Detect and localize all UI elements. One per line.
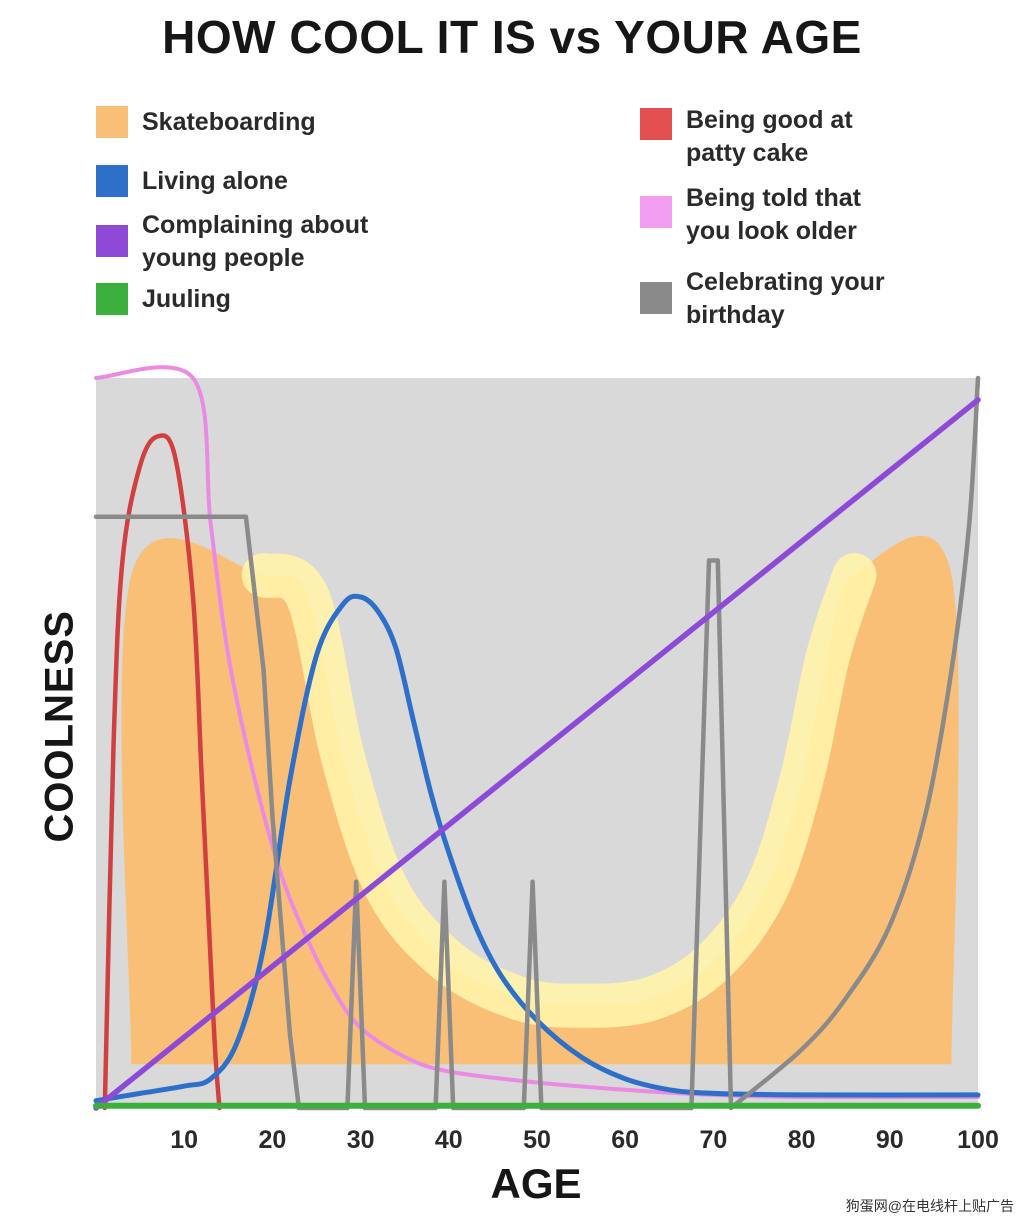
x-tick-label: 80: [788, 1126, 816, 1154]
x-tick-label: 90: [876, 1126, 904, 1154]
y-axis-label: COOLNESS: [37, 610, 82, 843]
legend-label: Being told that you look older: [686, 184, 861, 245]
x-tick-label: 60: [611, 1126, 639, 1154]
legend-label: Skateboarding: [142, 108, 316, 136]
legend-item-birthday: Celebrating your birthday: [640, 266, 885, 332]
legend-item-juuling: Juuling: [96, 283, 231, 316]
legend-swatch: [640, 196, 672, 228]
x-tick-label: 30: [347, 1126, 375, 1154]
legend-swatch: [96, 106, 128, 138]
legend-item-skateboarding: Skateboarding: [96, 106, 316, 139]
legend-label: Juuling: [142, 285, 231, 313]
x-tick-label: 100: [957, 1126, 999, 1154]
x-tick-label: 20: [258, 1126, 286, 1154]
x-tick-label: 10: [170, 1126, 198, 1154]
watermark: 狗蛋网@在电线杆上贴广告: [845, 1198, 1014, 1214]
legend-item-look-older: Being told that you look older: [640, 182, 861, 248]
x-tick-label: 40: [435, 1126, 463, 1154]
legend-swatch: [640, 282, 672, 314]
x-tick-label: 70: [699, 1126, 727, 1154]
legend-label: Complaining about young people: [142, 211, 369, 272]
series-being-good-at-patty-cake: [102, 433, 222, 1111]
x-axis-label: AGE: [490, 1160, 582, 1207]
chart-title: HOW COOL IT IS vs YOUR AGE: [162, 11, 862, 63]
legend-label: Living alone: [142, 167, 288, 195]
legend-swatch: [640, 108, 672, 140]
legend-item-patty-cake: Being good at patty cake: [640, 104, 853, 170]
legend-label: Celebrating your birthday: [686, 268, 885, 329]
legend-label: Being good at patty cake: [686, 106, 853, 167]
legend-swatch: [96, 225, 128, 257]
legend-item-living-alone: Living alone: [96, 165, 288, 198]
legend-swatch: [96, 283, 128, 315]
series-complaining-about-young-people: [93, 397, 981, 1111]
legend-swatch: [96, 165, 128, 197]
skateboarding-halfpipe-highlight: [241, 553, 877, 1028]
legend-item-complaining: Complaining about young people: [96, 209, 368, 275]
series-living-alone: [93, 593, 981, 1104]
x-tick-label: 50: [523, 1126, 551, 1154]
